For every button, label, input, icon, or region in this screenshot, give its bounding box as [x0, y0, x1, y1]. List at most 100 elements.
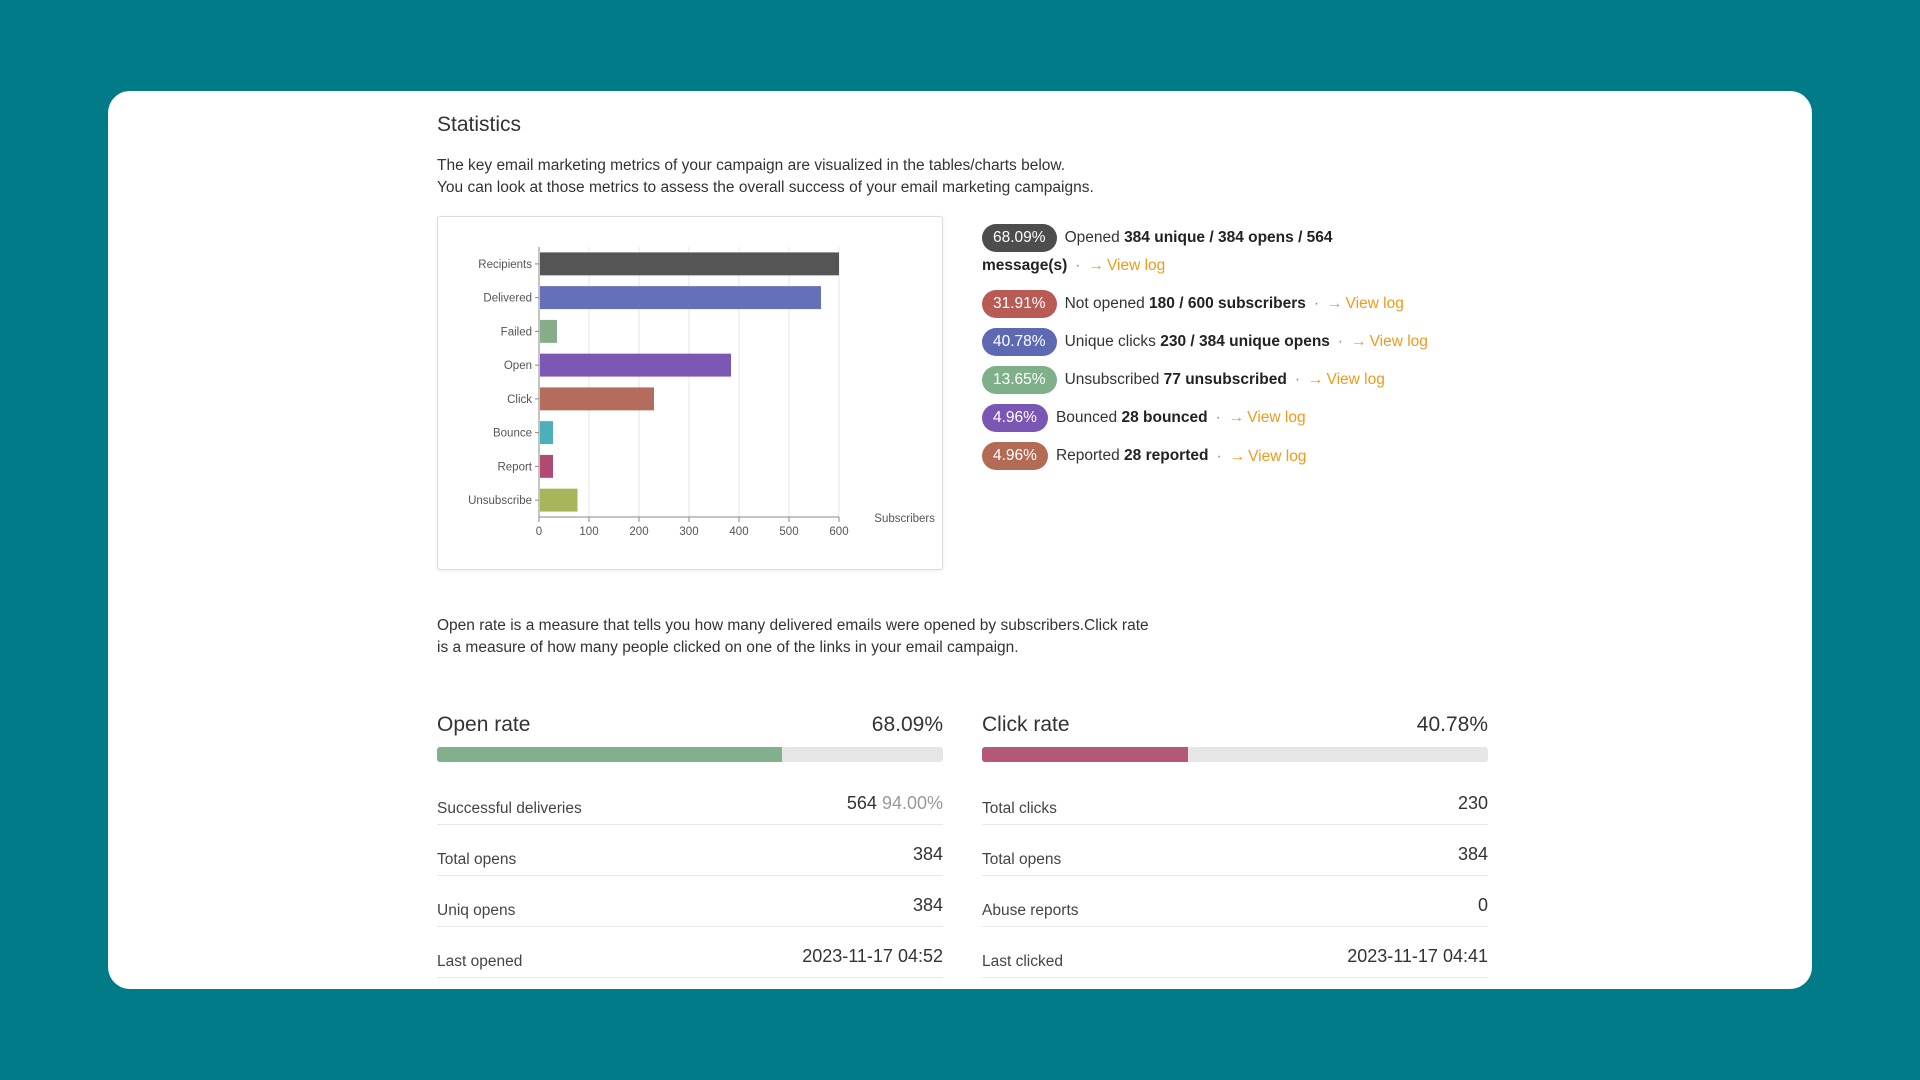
category-label: Click [507, 394, 532, 406]
table-row: Uniq opens 384 [437, 876, 943, 927]
category-label: Open [504, 360, 532, 372]
row-value: 384 [912, 895, 943, 915]
view-log-link[interactable]: → View log [1088, 257, 1165, 274]
open-rate-progress-fill [437, 747, 782, 762]
separator-dot: · [1337, 333, 1344, 351]
stat-row: 4.96% Bounced 28 bounced · → View log [982, 404, 1502, 433]
stat-badge: 31.91% [982, 290, 1057, 319]
row-value: 2023-11-17 04:52 [802, 946, 943, 966]
row-label: Total clicks [982, 800, 1057, 817]
bar-delivered [540, 286, 821, 310]
separator-dot: · [1216, 447, 1222, 465]
arrow-right-icon: → [1308, 371, 1324, 389]
row-value: 0 [1477, 895, 1488, 915]
intro-text: The key email marketing metrics of your … [437, 155, 1337, 199]
arrow-right-icon: → [1351, 333, 1367, 351]
x-tick-label: 100 [579, 526, 598, 538]
row-value-group: 230 [1458, 793, 1488, 814]
click-rate-panel: Click rate 40.78% Total clicks 230 Total o… [982, 709, 1488, 978]
view-log-label: View log [1106, 257, 1166, 275]
stat-value: 230 / 384 unique opens [1160, 333, 1330, 351]
stat-label: Bounced [1055, 409, 1118, 427]
separator-dot: · [1075, 257, 1081, 275]
stats-list: 68.09% Opened 384 unique / 384 opens / 56… [982, 224, 1502, 481]
bar-chart-svg: 0 100 200 300 400 500 600 Recipients Delivered Fa… [468, 247, 935, 538]
campaign-bar-chart: 0 100 200 300 400 500 600 Recipients Delivered Fa… [437, 216, 943, 570]
row-value: 230 [1457, 793, 1488, 813]
row-label: Last opened [437, 953, 523, 970]
arrow-right-icon: → [1088, 257, 1104, 275]
stat-row: 68.09% Opened 384 unique / 384 opens / 56… [982, 224, 1502, 280]
x-axis-label: Subscribers [874, 513, 935, 525]
stat-badge: 13.65% [982, 366, 1057, 395]
category-label: Report [497, 461, 532, 473]
row-value: 384 [912, 844, 943, 864]
click-rate-label: Click rate [982, 713, 1070, 736]
stat-row: 31.91% Not opened 180 / 600 subscribers · →… [982, 290, 1502, 319]
stat-badge: 4.96% [982, 404, 1048, 433]
view-log-link[interactable]: → View log [1327, 295, 1404, 312]
row-label: Total opens [982, 851, 1062, 868]
page-title: Statistics [437, 113, 522, 136]
bar-report [540, 454, 553, 478]
x-tick-label: 0 [536, 526, 542, 538]
x-tick-label: 400 [729, 526, 748, 538]
category-label: Delivered [483, 293, 532, 305]
table-row: Last opened 2023-11-17 04:52 [437, 927, 943, 978]
view-log-label: View log [1326, 371, 1385, 389]
stat-value: 28 bounced [1121, 409, 1208, 427]
stat-row: 4.96% Reported 28 reported · → View log [982, 442, 1502, 471]
stat-badge: 4.96% [982, 442, 1048, 471]
view-log-link[interactable]: → View log [1230, 448, 1307, 465]
click-rate-value: 40.78% [1416, 713, 1488, 736]
category-label: Bounce [493, 428, 532, 440]
stat-row: 13.65% Unsubscribed 77 unsubscribed · → View… [982, 366, 1502, 395]
stat-value: 180 / 600 subscribers [1149, 295, 1306, 313]
arrow-right-icon: → [1327, 295, 1343, 313]
table-row: Abuse reports 0 [982, 876, 1488, 927]
row-label: Total opens [437, 851, 517, 868]
view-log-link[interactable]: → View log [1229, 409, 1306, 426]
view-log-label: View log [1369, 333, 1428, 351]
intro-line-2: You can look at those metrics to assess … [437, 179, 1094, 196]
bar-recipients [540, 252, 839, 276]
table-row: Total opens 384 [437, 825, 943, 876]
open-rate-progress [437, 747, 943, 762]
view-log-link[interactable]: → View log [1308, 371, 1385, 388]
category-label: Failed [501, 326, 532, 338]
arrow-right-icon: → [1228, 409, 1245, 427]
bar-failed [540, 319, 557, 343]
row-value-group: 384 [913, 895, 943, 916]
stat-value: 28 reported [1124, 447, 1209, 465]
bar-click [540, 387, 654, 411]
row-value: 564 [846, 793, 877, 813]
view-log-link[interactable]: → View log [1351, 333, 1428, 350]
row-label: Uniq opens [437, 902, 516, 919]
row-value-group: 384 [913, 844, 943, 865]
table-row: Successful deliveries 564 94.00% [437, 774, 943, 825]
stat-label: Not opened [1064, 295, 1145, 313]
statistics-card: Statistics The key email marketing metri… [108, 91, 1812, 989]
stat-value: 384 unique / 384 opens / 564 message(s) [982, 229, 1333, 275]
stat-label: Unsubscribed [1064, 371, 1160, 389]
row-value-group: 0 [1478, 895, 1488, 916]
click-rate-progress [982, 747, 1488, 762]
stat-badge: 40.78% [982, 328, 1057, 357]
x-tick-label: 200 [629, 526, 648, 538]
view-log-label: View log [1248, 447, 1307, 465]
row-value: 384 [1457, 844, 1488, 864]
row-value-group: 564 94.00% [847, 793, 943, 814]
row-label: Successful deliveries [437, 800, 582, 817]
bar-open [540, 353, 731, 377]
separator-dot: · [1313, 295, 1320, 313]
row-percent: 94.00% [881, 793, 943, 813]
x-tick-label: 300 [679, 526, 698, 538]
stat-value: 77 unsubscribed [1163, 371, 1287, 389]
row-value: 2023-11-17 04:41 [1347, 946, 1488, 966]
view-log-label: View log [1345, 295, 1404, 313]
separator-dot: · [1215, 409, 1221, 427]
category-label: Recipients [478, 259, 532, 271]
category-label: Unsubscribe [468, 495, 532, 507]
table-row: Total opens 384 [982, 825, 1488, 876]
stat-row: 40.78% Unique clicks 230 / 384 unique ope… [982, 328, 1502, 357]
